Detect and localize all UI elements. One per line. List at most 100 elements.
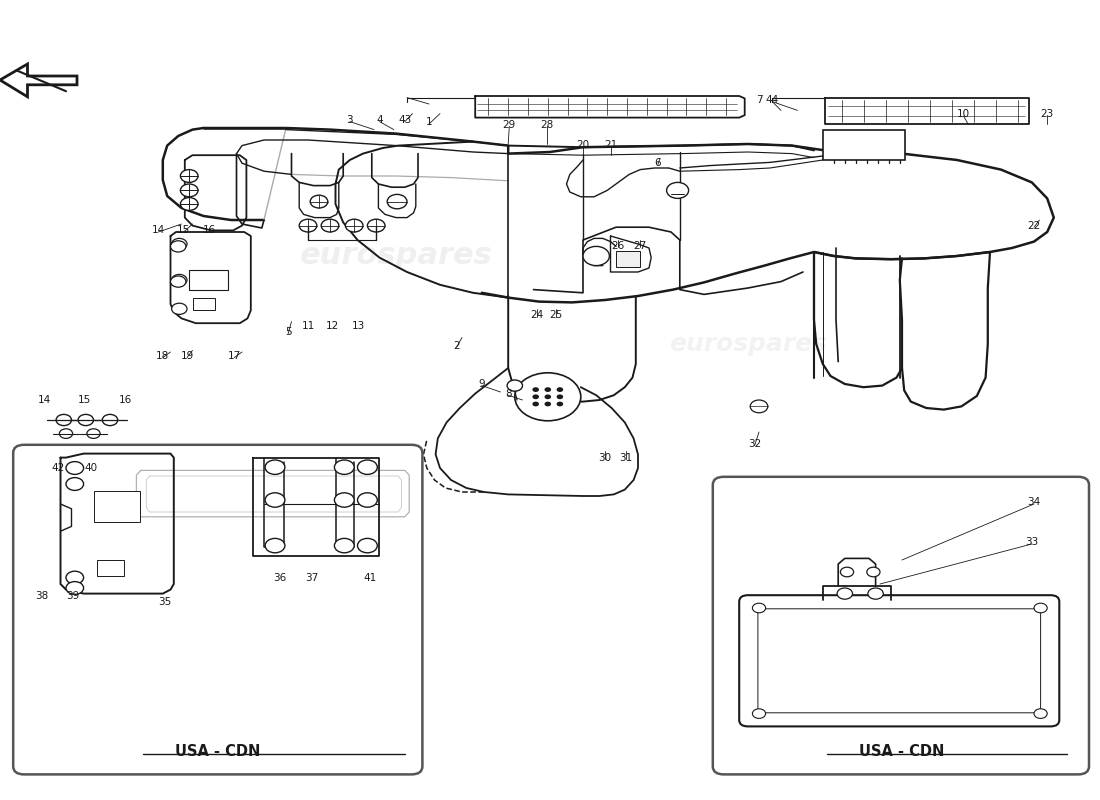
Circle shape [840, 567, 854, 577]
Text: 38: 38 [35, 591, 48, 601]
Circle shape [334, 493, 354, 507]
FancyBboxPatch shape [713, 477, 1089, 774]
Bar [97, 560, 124, 576]
Text: 6: 6 [654, 158, 661, 168]
Text: 10: 10 [957, 110, 970, 119]
Text: 33: 33 [1025, 538, 1038, 547]
Circle shape [180, 184, 198, 197]
Text: USA - CDN: USA - CDN [859, 745, 945, 759]
Circle shape [334, 460, 354, 474]
Circle shape [180, 170, 198, 182]
Text: 34: 34 [1027, 498, 1041, 507]
Circle shape [752, 709, 766, 718]
Circle shape [265, 493, 285, 507]
Circle shape [66, 462, 84, 474]
Text: 43: 43 [398, 115, 411, 125]
Text: 31: 31 [619, 453, 632, 462]
Text: 16: 16 [202, 226, 216, 235]
Text: 8: 8 [505, 389, 512, 398]
Circle shape [59, 429, 73, 438]
Text: USA - CDN: USA - CDN [175, 745, 261, 759]
Text: 14: 14 [37, 395, 51, 405]
Text: 5: 5 [285, 327, 292, 337]
Circle shape [299, 219, 317, 232]
Text: 32: 32 [748, 439, 761, 449]
Text: 18: 18 [156, 351, 169, 361]
Circle shape [172, 274, 187, 286]
Text: 39: 39 [66, 591, 79, 601]
FancyBboxPatch shape [739, 595, 1059, 726]
Circle shape [752, 603, 766, 613]
Circle shape [310, 195, 328, 208]
Circle shape [387, 194, 407, 209]
Text: 40: 40 [85, 463, 98, 473]
Text: 28: 28 [540, 120, 553, 130]
Circle shape [358, 538, 377, 553]
Circle shape [170, 241, 186, 252]
Text: 23: 23 [1041, 109, 1054, 118]
Text: 29: 29 [503, 120, 516, 130]
Text: 24: 24 [530, 310, 543, 320]
Circle shape [367, 219, 385, 232]
Circle shape [334, 538, 354, 553]
Text: 13: 13 [352, 321, 365, 330]
Text: 37: 37 [305, 573, 318, 582]
Text: 7: 7 [756, 95, 762, 105]
Text: 2: 2 [453, 341, 460, 350]
Circle shape [345, 219, 363, 232]
Circle shape [544, 402, 551, 406]
Text: 19: 19 [180, 351, 194, 361]
Circle shape [837, 588, 852, 599]
Circle shape [583, 246, 609, 266]
Circle shape [1034, 709, 1047, 718]
Text: 16: 16 [119, 395, 132, 405]
Bar [616, 251, 640, 267]
Circle shape [532, 387, 539, 392]
Circle shape [515, 373, 581, 421]
Circle shape [265, 460, 285, 474]
Text: 15: 15 [177, 226, 190, 235]
Circle shape [544, 394, 551, 399]
Circle shape [66, 582, 84, 594]
Circle shape [750, 400, 768, 413]
Circle shape [358, 460, 377, 474]
Text: 35: 35 [158, 597, 172, 606]
FancyBboxPatch shape [13, 445, 422, 774]
Text: 9: 9 [478, 379, 485, 389]
Text: eurosрares: eurosрares [299, 242, 493, 270]
Circle shape [265, 538, 285, 553]
Text: 11: 11 [301, 321, 315, 330]
Text: eurosрares: eurosрares [669, 332, 827, 356]
Bar [94, 491, 140, 522]
Text: 15: 15 [78, 395, 91, 405]
Circle shape [532, 394, 539, 399]
Bar [823, 130, 905, 160]
Text: 41: 41 [363, 573, 376, 582]
Text: 42: 42 [52, 463, 65, 473]
Text: 20: 20 [576, 140, 590, 150]
Circle shape [667, 182, 689, 198]
Circle shape [867, 567, 880, 577]
Text: 30: 30 [598, 453, 612, 462]
Circle shape [532, 402, 539, 406]
Text: 44: 44 [766, 95, 779, 105]
Circle shape [507, 380, 522, 391]
Text: 14: 14 [152, 226, 165, 235]
Circle shape [66, 478, 84, 490]
Circle shape [544, 387, 551, 392]
Circle shape [1034, 603, 1047, 613]
Text: 17: 17 [228, 351, 241, 361]
Circle shape [358, 493, 377, 507]
Text: 26: 26 [612, 241, 625, 250]
Text: 36: 36 [273, 573, 286, 582]
Text: 22: 22 [1027, 221, 1041, 230]
Text: 4: 4 [376, 115, 383, 125]
Circle shape [78, 414, 94, 426]
Circle shape [557, 402, 563, 406]
Circle shape [321, 219, 339, 232]
Circle shape [102, 414, 118, 426]
Text: 27: 27 [634, 241, 647, 250]
Circle shape [172, 238, 187, 250]
Text: 3: 3 [346, 115, 353, 125]
Circle shape [66, 571, 84, 584]
